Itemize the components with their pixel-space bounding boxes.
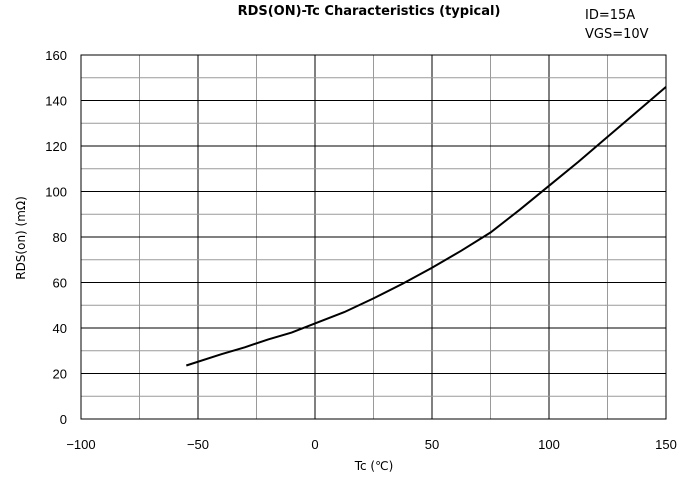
y-tick-label: 80 — [53, 230, 67, 245]
y-tick-label: 20 — [53, 367, 67, 382]
chart-title: RDS(ON)-Tc Characteristics (typical) — [238, 4, 501, 19]
rds-on-curve — [185, 86, 667, 367]
condition-vgs: VGS=10V — [585, 27, 649, 42]
y-tick-label: 120 — [45, 139, 67, 154]
y-tick-label: 60 — [53, 276, 67, 291]
y-axis-label: RDS(on) (mΩ) — [14, 196, 28, 280]
x-tick-label: 50 — [425, 437, 439, 452]
x-tick-label: 100 — [538, 437, 560, 452]
grid — [81, 55, 666, 419]
y-tick-label: 160 — [45, 48, 67, 63]
x-axis-label: Tc (℃) — [354, 459, 394, 473]
x-axis: −100 −50 0 50 100 150 — [66, 437, 677, 452]
plot-frame — [80, 54, 667, 420]
x-tick-label: 0 — [311, 437, 318, 452]
x-tick-label: 150 — [655, 437, 677, 452]
y-tick-label: 40 — [53, 321, 67, 336]
condition-id: ID=15A — [585, 8, 635, 23]
y-tick-label: 0 — [60, 412, 67, 427]
y-tick-label: 100 — [45, 185, 67, 200]
x-tick-label: −50 — [187, 437, 209, 452]
y-tick-label: 140 — [45, 94, 67, 109]
x-tick-label: −100 — [66, 437, 95, 452]
y-axis: 0 20 40 60 80 100 120 140 160 — [45, 48, 67, 427]
